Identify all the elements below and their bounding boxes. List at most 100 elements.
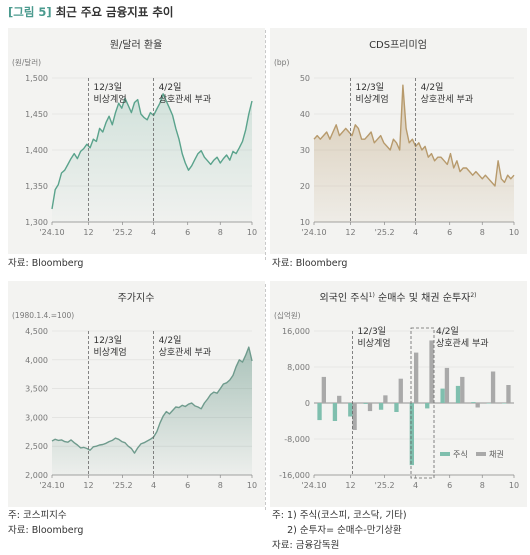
y-tick-label: 1,400 [25, 146, 48, 155]
y-tick-label: 3,500 [25, 385, 48, 394]
chart-cds: CDS프리미엄 (bp) 10 20 30 40 50 '24.10 12 '25.2 4 6 8 10 1… [274, 39, 519, 237]
panel-kospi: 주가지수 (1980.1.4.=100) 2,000 2,500 3,000 3,500 4… [8, 281, 265, 507]
bar-bond [337, 395, 342, 403]
x-tick-label: 12 [83, 481, 93, 490]
note-line: 주: 코스피지수 [8, 510, 67, 521]
source-fx: 자료: Bloomberg [8, 256, 83, 271]
bar-stock [394, 403, 399, 412]
x-tick-label: 6 [185, 481, 190, 490]
panel-fx: 원/달러 환율 (원/달러) 1,300 1,350 1,400 1,450 1,500 '2… [8, 28, 265, 254]
series-line [51, 93, 253, 210]
bar-bond [506, 385, 511, 403]
y-tick-label: 0 [305, 399, 310, 408]
chart-title: CDS프리미엄 [369, 39, 427, 51]
bar-bond [460, 376, 465, 403]
chart-title: 주가지수 [118, 292, 155, 304]
source-line: 자료: 금융감독원 [272, 540, 340, 551]
y-unit-label: (bp) [274, 58, 289, 67]
bar-stock [363, 403, 368, 404]
x-tick-label: '25.2 [375, 481, 395, 490]
y-tick-label: 2,000 [25, 471, 48, 480]
x-tick-label: 10 [247, 228, 257, 237]
source-foreign: 주: 1) 주식(코스피, 코스닥, 기타) 2) 순투자= 순매수-만기상환 … [272, 508, 407, 553]
y-tick-label: 50 [300, 74, 310, 83]
bar-bond [444, 367, 450, 403]
bar-stock [409, 403, 414, 466]
event-label-tariff: 4/2일 [159, 82, 182, 93]
y-unit-label: (1980.1.4.=100) [12, 311, 74, 320]
y-tick-label: 1,300 [25, 218, 48, 227]
x-tick-label: 10 [247, 481, 257, 490]
y-tick-label: 8,000 [287, 363, 310, 372]
bar-stock [502, 403, 507, 404]
event-label-tariff: 상호관세 부과 [159, 94, 212, 105]
event-label-tariff: 4/2일 [436, 326, 459, 337]
figure-title: [그림 5] 최근 주요 금융지표 추이 [8, 4, 174, 20]
y-tick-label: 16,000 [282, 327, 310, 336]
x-tick-label: '25.2 [113, 228, 133, 237]
series-line [51, 346, 253, 454]
source-line: 자료: Bloomberg [272, 258, 348, 269]
bar-bond [321, 376, 326, 403]
source-cds: 자료: Bloomberg [272, 256, 347, 271]
y-tick-label: 4,000 [25, 356, 48, 365]
chart-title: 원/달러 환율 [110, 39, 163, 51]
y-unit-label: (십억원) [274, 311, 301, 320]
y-unit-label: (원/달러) [12, 58, 41, 67]
x-tick-label: '24.10 [39, 481, 64, 490]
y-tick-label: 1,500 [25, 74, 48, 83]
y-tick-label: 2,500 [25, 442, 48, 451]
y-tick-label: 10 [300, 218, 310, 227]
y-tick-label: -16,000 [279, 471, 310, 480]
event-label-martial-law: 12/3일 [356, 82, 385, 93]
x-tick-label: 12 [345, 481, 355, 490]
series-area [52, 93, 252, 222]
bar-stock [317, 403, 322, 421]
series-line [313, 84, 515, 187]
x-tick-label: 4 [413, 481, 418, 490]
figure-tag: [그림 5] [8, 5, 52, 19]
x-tick-label: 8 [218, 481, 223, 490]
x-tick-label: '24.10 [301, 481, 326, 490]
column-divider-top [265, 30, 266, 260]
y-tick-label: 20 [300, 182, 310, 191]
bar-bond [383, 395, 388, 403]
panel-foreign: 외국인 주식1) 순매수 및 채권 순투자2) (십억원) -16,000 -8,00… [270, 281, 527, 507]
event-label-martial-law: 비상계엄 [94, 346, 127, 358]
x-tick-label: 4 [413, 228, 418, 237]
x-tick-label: 4 [151, 228, 156, 237]
bar-bond [429, 340, 434, 403]
source-line: 자료: Bloomberg [8, 258, 84, 269]
y-tick-label: -8,000 [284, 435, 310, 444]
bar-bond [414, 352, 419, 403]
x-tick-label: 6 [447, 481, 452, 490]
chart-kospi: 주가지수 (1980.1.4.=100) 2,000 2,500 3,000 3,500 4… [12, 292, 257, 490]
x-tick-label: '25.2 [375, 228, 395, 237]
y-tick-label: 1,350 [25, 182, 48, 191]
bar-bond [490, 371, 496, 403]
column-divider-bottom [265, 284, 266, 510]
series-area [314, 85, 514, 222]
x-tick-label: 8 [218, 228, 223, 237]
event-label-martial-law: 비상계엄 [357, 337, 390, 349]
bar-stock [440, 388, 445, 403]
x-tick-label: 12 [345, 228, 355, 237]
x-tick-label: 8 [480, 228, 485, 237]
note-line: 주: 1) 주식(코스피, 코스닥, 기타) [272, 510, 407, 521]
x-tick-label: 10 [509, 228, 519, 237]
bar-stock [348, 403, 353, 417]
event-marker-box [410, 327, 435, 479]
event-label-tariff: 상호관세 부과 [159, 347, 212, 358]
legend-label-bond: 채권 [489, 449, 504, 459]
event-label-tariff: 상호관세 부과 [421, 94, 474, 105]
event-label-martial-law: 비상계엄 [94, 93, 127, 105]
note-line: 2) 순투자= 순매수-만기상환 [272, 525, 402, 536]
x-tick-label: 10 [509, 481, 519, 490]
x-tick-label: '24.10 [39, 228, 64, 237]
series-area [52, 347, 252, 475]
event-label-tariff: 4/2일 [421, 82, 444, 93]
event-label-tariff: 4/2일 [159, 335, 182, 346]
bar-bond [398, 378, 403, 403]
source-line: 자료: Bloomberg [8, 525, 84, 536]
bar-stock [425, 403, 430, 409]
